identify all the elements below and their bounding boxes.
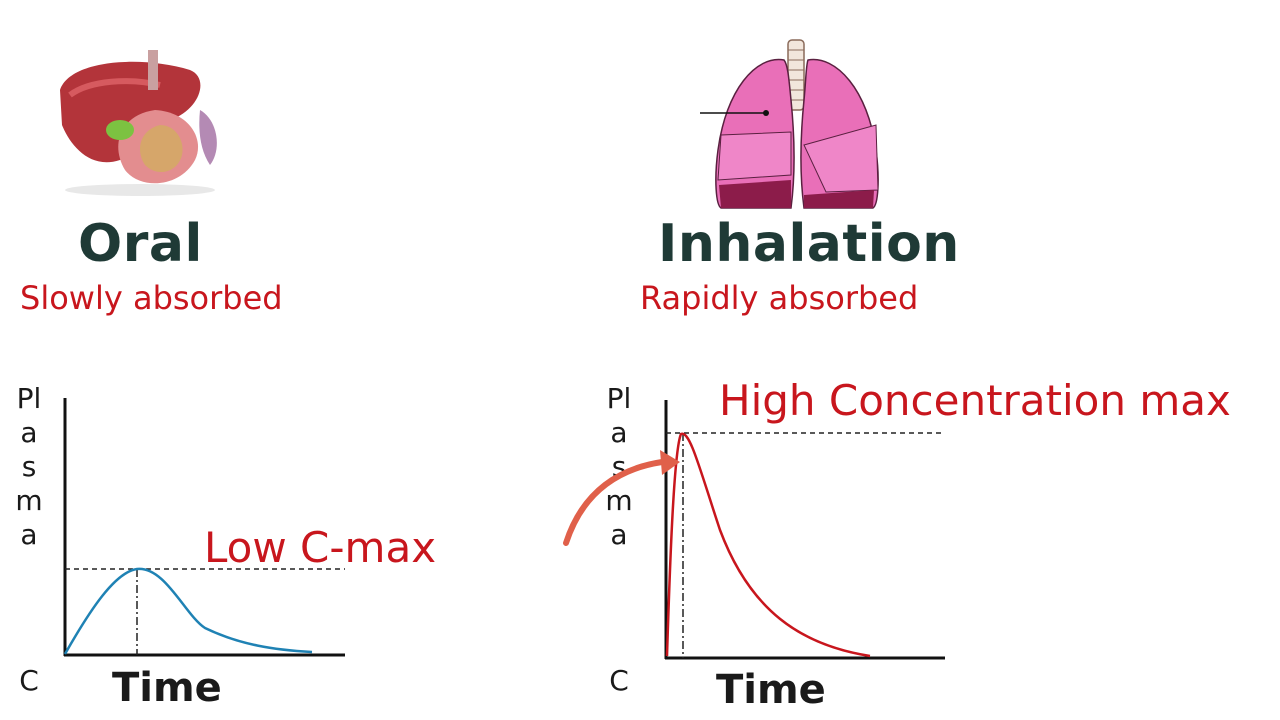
inhalation-x-axis-label: Time <box>716 667 826 713</box>
oral-y-axis-c-label: C <box>19 664 39 697</box>
inhalation-subtitle: Rapidly absorbed <box>640 279 919 317</box>
high-cmax-annotation: High Concentration max <box>719 376 1231 425</box>
oral-concentration-curve <box>63 567 313 655</box>
oral-y-axis-label: Plasma <box>15 382 43 551</box>
oral-title: Oral <box>78 214 203 274</box>
lungs-icon <box>700 39 879 209</box>
oral-subtitle: Slowly absorbed <box>20 279 283 317</box>
stomach-liver-icon <box>60 50 217 196</box>
inhalation-y-axis-c-label: C <box>609 664 629 697</box>
inhalation-concentration-curve <box>665 432 871 658</box>
absorption-arrow <box>563 459 665 546</box>
inhalation-title: Inhalation <box>658 214 960 274</box>
absorption-arrowhead <box>660 450 680 475</box>
low-cmax-annotation: Low C-max <box>204 523 437 572</box>
oral-x-axis-label: Time <box>112 665 222 711</box>
